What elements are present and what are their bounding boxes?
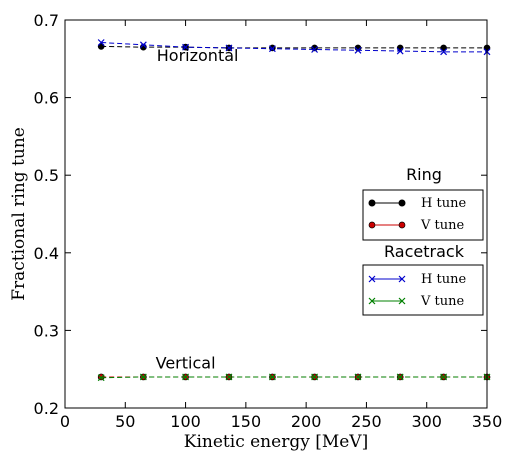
legend-racetrack-h-marker-left [368,275,376,283]
series-line-racetrack-v-tune [101,376,487,379]
legend-racetrack-v-marker-left [368,297,376,305]
x-tick-label: 100 [170,412,201,431]
data-point-racetrack-h-tune [268,45,276,53]
y-tick-label: 0.6 [34,89,59,108]
y-axis-label: Fractional ring tune [9,127,29,301]
x-tick-label: 300 [411,412,442,431]
legend-ring: Ring H tune V tune [362,165,484,241]
series-line-racetrack-h-tune [101,42,487,53]
data-point-racetrack-h-tune [97,39,105,46]
legend-ring-v-label: V tune [420,218,464,233]
data-point-racetrack-v-tune [225,373,233,381]
annotation-vertical: Vertical [156,353,216,372]
data-point-racetrack-v-tune [354,373,362,381]
legend-ring-h-label: H tune [421,196,466,211]
legend-ring-v-marker-right [398,221,406,229]
annotation-horizontal: Horizontal [157,46,239,65]
legend-racetrack-v-marker-right [398,297,406,305]
x-tick-label: 350 [472,412,503,431]
data-point-racetrack-v-tune [139,373,147,381]
data-point-racetrack-v-tune [440,373,448,381]
legend-ring-h-marker-right [398,199,406,207]
x-tick-label: 150 [231,412,262,431]
data-point-ring-h-tune [440,44,447,52]
y-tick-label: 0.7 [34,11,59,30]
legend-racetrack: Racetrack H tune V tune [362,242,484,316]
data-point-racetrack-v-tune [311,373,319,381]
tick-labels: 0 50 100 150 200 250 300 350 0.2 0.3 0.4 0.5 0.6 0.7 [34,11,503,431]
data-point-racetrack-v-tune [396,373,404,381]
data-point-racetrack-h-tune [311,46,319,53]
legend-ring-title: Ring [406,165,442,184]
data-point-racetrack-h-tune [440,48,448,56]
data-point-racetrack-h-tune [225,44,233,52]
data-point-racetrack-h-tune [139,41,147,49]
series-line-ring-h-tune [101,45,487,49]
data-point-ring-h-tune [97,43,105,50]
x-tick-label: 250 [351,412,382,431]
chart-marks [97,39,491,382]
data-point-racetrack-h-tune [354,46,362,54]
legend-racetrack-box [362,264,484,316]
legend-ring-box [362,189,484,241]
x-tick-label: 200 [291,412,322,431]
y-tick-label: 0.5 [34,166,59,185]
y-tick-label: 0.3 [34,321,59,340]
data-point-racetrack-h-tune [182,43,189,51]
plot-frame [64,19,488,409]
x-axis-label: Kinetic energy [MeV] [184,432,368,452]
y-tick-label: 0.4 [34,244,59,263]
legend-racetrack-v-label: V tune [420,294,464,309]
legend-ring-v-marker-left [368,221,376,229]
legend-racetrack-title: Racetrack [384,242,465,261]
x-tick-label: 50 [115,412,135,431]
data-point-racetrack-v-tune [268,373,276,381]
data-point-ring-h-tune [396,44,404,52]
x-tick-label: 0 [60,412,70,431]
data-point-racetrack-v-tune [182,373,189,381]
data-point-racetrack-v-tune [97,374,105,382]
legend-ring-h-marker-left [368,199,376,207]
legend-racetrack-h-marker-right [398,275,406,283]
legend-racetrack-h-label: H tune [421,272,466,287]
axis-ticks [64,19,488,409]
data-point-racetrack-h-tune [396,47,404,55]
y-tick-label: 0.2 [34,399,59,418]
